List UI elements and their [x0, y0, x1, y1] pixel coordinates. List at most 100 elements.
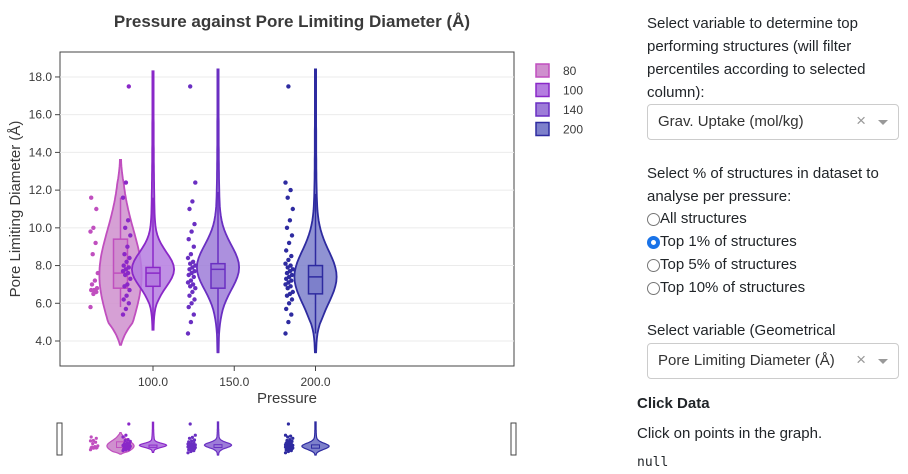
data-point [193, 263, 198, 268]
legend-swatch [535, 102, 550, 117]
data-point [121, 263, 126, 268]
y-axis-ticks: 4.0 6.0 8.0 10.0 12.0 14.0 16.0 18.0 [29, 70, 60, 348]
mini-data-point [94, 436, 98, 440]
data-point [92, 278, 98, 283]
range-slider[interactable] [56, 421, 517, 456]
data-point [289, 297, 295, 302]
data-point [88, 304, 93, 310]
data-point [192, 221, 197, 227]
percent-label: Select % of structures in dataset to ana… [647, 165, 879, 205]
mini-data-point [121, 435, 125, 439]
mini-data-point [192, 441, 196, 445]
data-point [283, 261, 288, 266]
x-tick-label: 150.0 [219, 375, 249, 389]
control-panel: Select variable to determine top perform… [637, 0, 908, 474]
legend-item-200[interactable]: 200 [535, 121, 583, 137]
mini-data-point [127, 422, 131, 426]
mini-data-point [285, 438, 289, 443]
chevron-down-icon[interactable] [878, 120, 888, 125]
data-point [186, 304, 191, 310]
data-point [285, 195, 290, 200]
violin-chart: Pressure against Pore Limiting Diameter … [7, 12, 583, 456]
data-point [191, 244, 196, 249]
radio-button-icon[interactable] [647, 282, 660, 295]
data-point [289, 312, 294, 317]
mini-violin-body [138, 421, 168, 454]
mini-violin-body [203, 421, 233, 456]
clear-icon[interactable]: × [856, 111, 866, 130]
mini-data-point [122, 442, 127, 446]
radio-button-icon[interactable] [647, 259, 660, 272]
legend[interactable]: 80 100 140 200 [535, 63, 583, 137]
data-point [88, 229, 93, 234]
data-point [286, 84, 291, 89]
legend-label: 80 [563, 64, 577, 78]
data-point [188, 84, 193, 89]
data-point [190, 282, 196, 287]
data-point [126, 84, 131, 89]
radio-option-label: Top 10% of structures [660, 279, 806, 296]
range-slider-right-handle[interactable] [510, 422, 517, 456]
data-point [290, 267, 295, 272]
radio-option-label: Top 5% of structures [660, 256, 797, 273]
violin-100 [120, 70, 176, 331]
data-point [189, 301, 194, 306]
click-data-heading: Click Data [637, 395, 710, 412]
data-point [286, 319, 291, 325]
legend-swatch [535, 63, 550, 78]
data-point [288, 284, 293, 289]
data-point [125, 244, 130, 249]
violin-140 [185, 68, 241, 354]
chart-title: Pressure against Pore Limiting Diameter … [114, 12, 470, 31]
data-point [126, 301, 131, 306]
data-point [192, 269, 197, 274]
legend-label: 140 [563, 103, 583, 117]
radio-option-label: Top 1% of structures [660, 233, 797, 250]
data-point [123, 180, 129, 185]
data-point [90, 252, 95, 257]
box [307, 264, 324, 295]
legend-item-100[interactable]: 100 [535, 82, 583, 98]
mini-box [213, 444, 223, 449]
violins[interactable] [88, 68, 338, 354]
legend-label: 200 [563, 123, 583, 137]
y-axis-title: Pore Limiting Diameter (Å) [7, 121, 24, 298]
data-point [286, 301, 292, 306]
data-point [284, 225, 290, 230]
box [210, 262, 226, 289]
geometry-variable-dropdown[interactable]: Pore Limiting Diameter (Å) × [647, 343, 899, 379]
x-axis-ticks: 100.0 150.0 200.0 [138, 366, 331, 389]
data-point [284, 248, 289, 253]
y-tick-label: 18.0 [29, 70, 53, 84]
data-point [123, 306, 129, 312]
x-tick-label: 100.0 [138, 375, 168, 389]
data-point [122, 252, 127, 257]
clear-icon[interactable]: × [856, 350, 866, 369]
mini-data-point [88, 439, 93, 443]
mini-data-point [290, 439, 294, 443]
legend-item-140[interactable]: 140 [535, 102, 583, 117]
box [145, 266, 161, 288]
data-point [188, 252, 194, 257]
mini-data-point [187, 440, 191, 444]
data-point [190, 289, 195, 295]
data-point [186, 237, 191, 242]
mini-data-point [91, 438, 95, 443]
y-tick-label: 8.0 [35, 259, 52, 273]
y-tick-label: 6.0 [35, 296, 52, 310]
data-point [95, 270, 101, 276]
mini-data-point [94, 440, 98, 444]
chevron-down-icon[interactable] [878, 359, 888, 364]
target-variable-dropdown[interactable]: Grav. Uptake (mol/kg) × [647, 104, 899, 140]
violin-200 [283, 68, 338, 354]
mini-data-point [123, 438, 127, 443]
range-slider-left-handle[interactable] [56, 422, 63, 456]
data-point [192, 297, 197, 302]
x-tick-label: 200.0 [300, 375, 330, 389]
radio-button-icon[interactable] [647, 213, 660, 226]
y-tick-label: 12.0 [29, 183, 53, 197]
data-point [289, 272, 295, 278]
legend-item-80[interactable]: 80 [535, 63, 577, 78]
data-point [120, 195, 126, 200]
radio-button-icon[interactable] [647, 236, 660, 249]
